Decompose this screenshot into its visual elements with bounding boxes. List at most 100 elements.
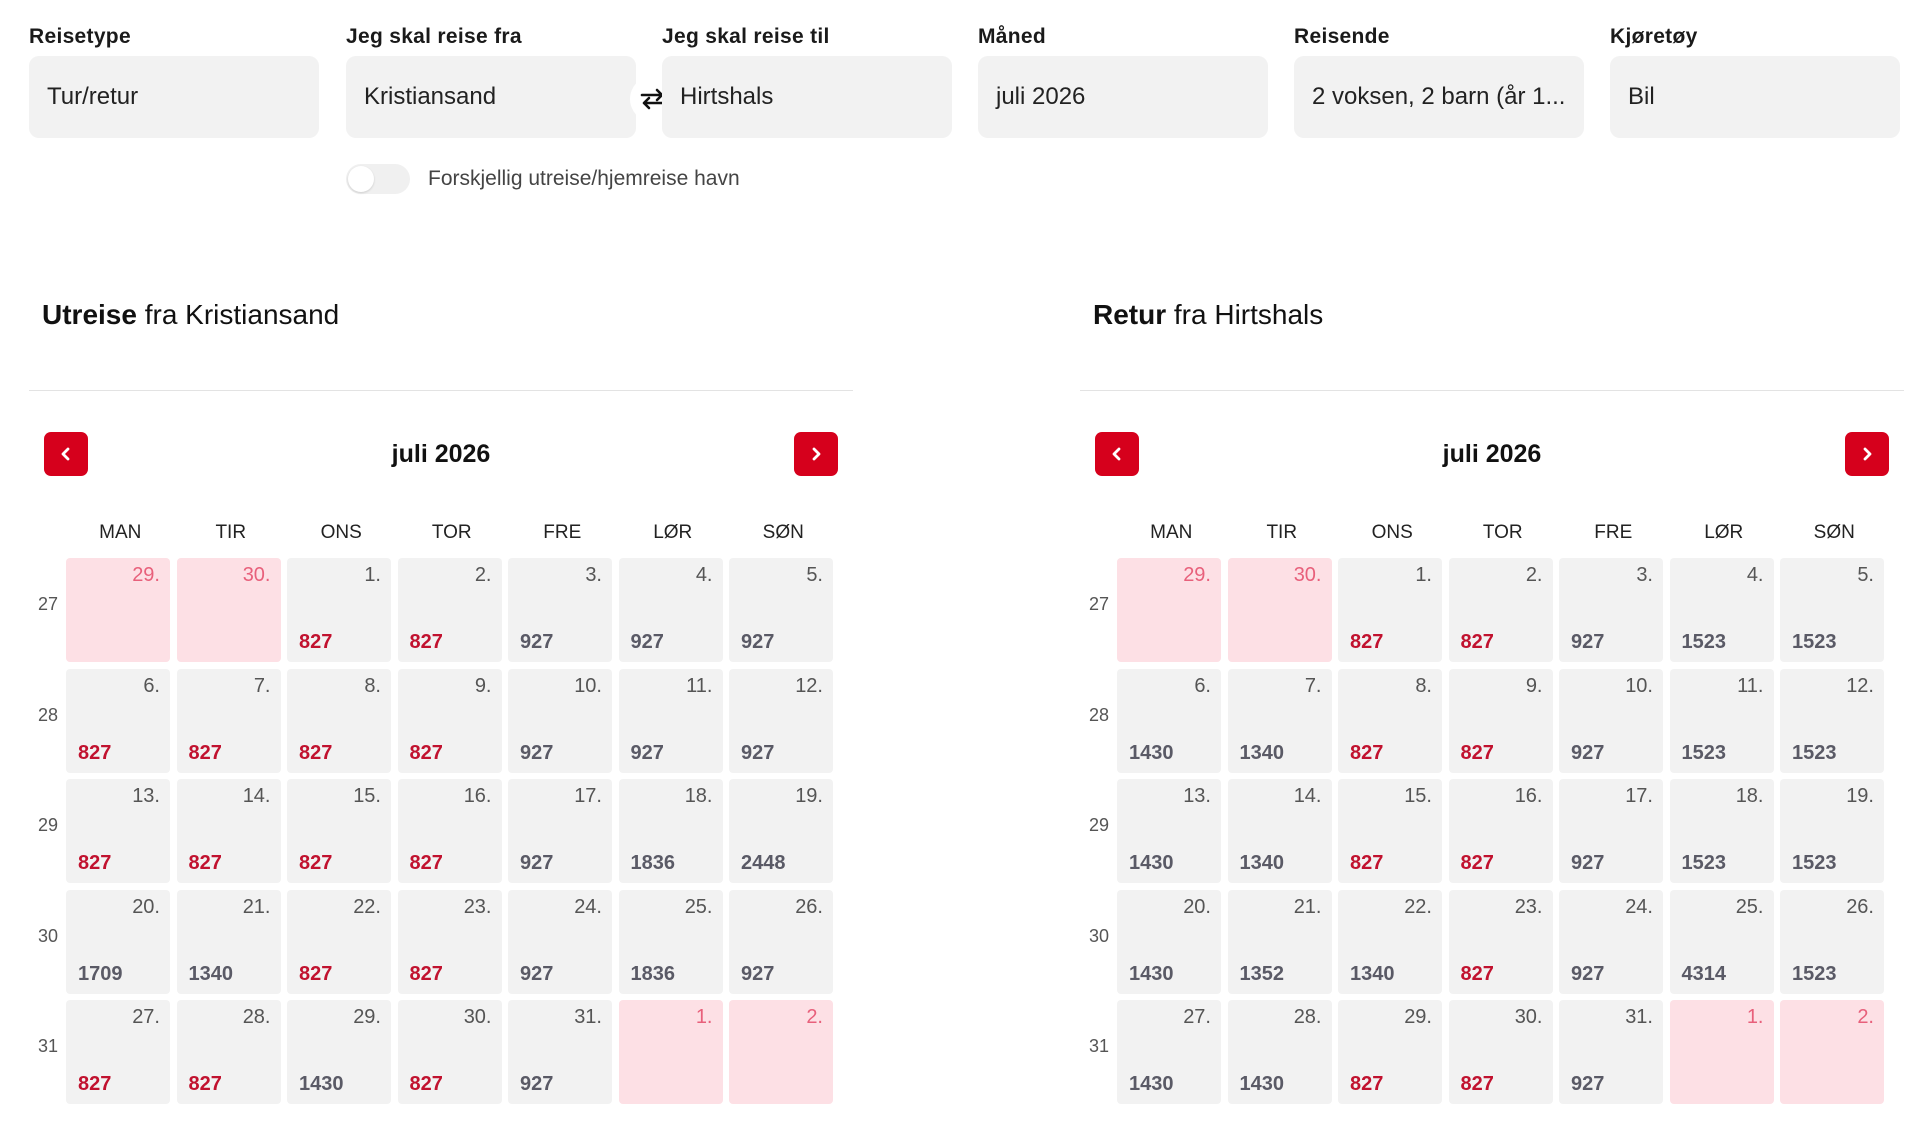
day-cell[interactable]: 11. 927 [618,668,723,773]
return-prev-month-button[interactable] [1095,432,1139,476]
different-port-toggle[interactable] [346,164,410,194]
day-cell[interactable]: 21. 1340 [176,889,281,994]
day-price: 827 [1350,741,1384,764]
from-port-select[interactable]: Kristiansand [346,56,636,138]
month-select[interactable]: juli 2026 [978,56,1268,138]
day-cell[interactable]: 16. 827 [397,779,502,883]
day-cell[interactable]: 23. 827 [1448,889,1553,994]
day-cell[interactable]: 15. 827 [1338,779,1442,883]
day-cell[interactable]: 22. 1340 [1338,889,1442,994]
day-cell[interactable]: 4. 927 [618,558,723,662]
day-cell[interactable]: 3. 927 [508,558,612,662]
day-cell[interactable]: 18. 1836 [618,779,723,883]
outbound-month-title: juli 2026 [391,440,491,468]
day-cell[interactable]: 6. 827 [66,668,170,773]
day-cell[interactable]: 9. 827 [397,668,502,773]
day-cell[interactable]: 29. 1430 [287,1000,391,1104]
day-cell[interactable]: 22. 827 [287,889,391,994]
weekday-label: SØN [1813,522,1855,543]
toggle-knob [348,166,374,192]
day-cell[interactable]: 30. 827 [1448,1000,1553,1104]
day-cell[interactable]: 4. 1523 [1669,558,1774,662]
day-cell[interactable]: 23. 827 [397,889,502,994]
day-cell[interactable]: 7. 1340 [1227,668,1332,773]
different-port-label: Forskjellig utreise/hjemreise havn [428,167,740,190]
day-cell[interactable]: 24. 927 [508,889,612,994]
day-cell[interactable]: 8. 827 [287,668,391,773]
day-cell[interactable]: 3. 927 [1559,558,1663,662]
day-cell[interactable]: 29. 827 [1338,1000,1442,1104]
day-cell[interactable]: 1. 827 [287,558,391,662]
day-cell[interactable]: 21. 1352 [1227,889,1332,994]
day-number: 19. [795,785,823,807]
day-cell[interactable]: 26. 927 [729,889,833,994]
day-price: 1523 [1792,631,1837,653]
day-cell[interactable]: 6. 1430 [1117,668,1221,773]
day-number: 27. [1183,1006,1211,1028]
day-cell[interactable]: 31. 927 [1559,1000,1663,1104]
outbound-next-month-button[interactable] [794,432,838,476]
day-cell[interactable]: 24. 927 [1559,889,1663,994]
day-cell[interactable]: 28. 1430 [1227,1000,1332,1104]
weekday-label: ONS [1371,522,1413,543]
day-cell[interactable]: 20. 1709 [66,889,170,994]
day-cell[interactable]: 17. 927 [508,779,612,883]
day-price: 827 [299,741,333,764]
day-number: 31. [1625,1006,1653,1028]
day-cell[interactable]: 7. 827 [176,668,281,773]
day-cell[interactable]: 31. 927 [508,1000,612,1104]
travellers-select[interactable]: 2 voksen, 2 barn (år 1... [1294,56,1584,138]
day-cell[interactable]: 12. 927 [729,668,833,773]
day-cell[interactable]: 28. 827 [176,1000,281,1104]
day-cell[interactable]: 8. 827 [1338,668,1442,773]
week-number: 28 [1088,704,1110,725]
day-cell[interactable]: 13. 827 [66,779,170,883]
day-cell[interactable]: 19. 1523 [1780,779,1884,883]
day-cell[interactable]: 5. 1523 [1780,558,1884,662]
to-port-select[interactable]: Hirtshals [662,56,952,138]
day-cell[interactable]: 25. 1836 [618,889,723,994]
day-cell[interactable]: 25. 4314 [1669,889,1774,994]
chevron-right-icon [1863,447,1872,461]
day-cell[interactable]: 10. 927 [1559,668,1663,773]
day-price: 827 [299,852,333,874]
day-cell[interactable]: 26. 1523 [1780,889,1884,994]
vehicle-select[interactable]: Bil [1610,56,1900,138]
day-cell[interactable]: 30. 827 [397,1000,502,1104]
day-cell[interactable]: 17. 927 [1559,779,1663,883]
day-cell[interactable]: 27. 827 [66,1000,170,1104]
return-next-month-button[interactable] [1845,432,1889,476]
day-cell[interactable]: 16. 827 [1448,779,1553,883]
day-price: 1430 [1239,1073,1285,1095]
day-cell[interactable]: 14. 827 [176,779,281,883]
day-cell[interactable]: 2. 827 [1448,558,1553,662]
day-cell[interactable]: 12. 1523 [1780,668,1884,773]
day-number: 1. [364,564,381,586]
day-price: 1836 [630,852,676,874]
day-price: 927 [520,631,554,653]
day-cell[interactable]: 15. 827 [287,779,391,883]
day-cell[interactable]: 11. 1523 [1669,668,1774,773]
day-cell[interactable]: 27. 1430 [1117,1000,1221,1104]
day-cell[interactable]: 19. 2448 [729,779,833,883]
week-number: 28 [37,704,59,725]
outbound-prev-month-button[interactable] [44,432,88,476]
trip-type-select[interactable]: Tur/retur [29,56,319,138]
day-cell-unavailable: 29. [1117,558,1221,662]
to-port-field: Jeg skal reise til Hirtshals [662,22,952,138]
day-cell[interactable]: 5. 927 [729,558,833,662]
day-price: 927 [741,741,775,764]
day-cell[interactable]: 18. 1523 [1669,779,1774,883]
day-number: 4. [1746,564,1764,586]
day-cell[interactable]: 10. 927 [508,668,612,773]
day-number: 10. [1625,674,1653,697]
day-cell[interactable]: 9. 827 [1448,668,1553,773]
outbound-weekday-header: MAN TIR ONS TOR FRE LØR SØN [65,522,845,552]
day-price: 1352 [1239,962,1285,985]
day-cell[interactable]: 13. 1430 [1117,779,1221,883]
day-cell[interactable]: 14. 1340 [1227,779,1332,883]
day-price: 827 [1460,962,1494,985]
day-cell[interactable]: 20. 1430 [1117,889,1221,994]
day-cell[interactable]: 1. 827 [1338,558,1442,662]
day-cell[interactable]: 2. 827 [397,558,502,662]
